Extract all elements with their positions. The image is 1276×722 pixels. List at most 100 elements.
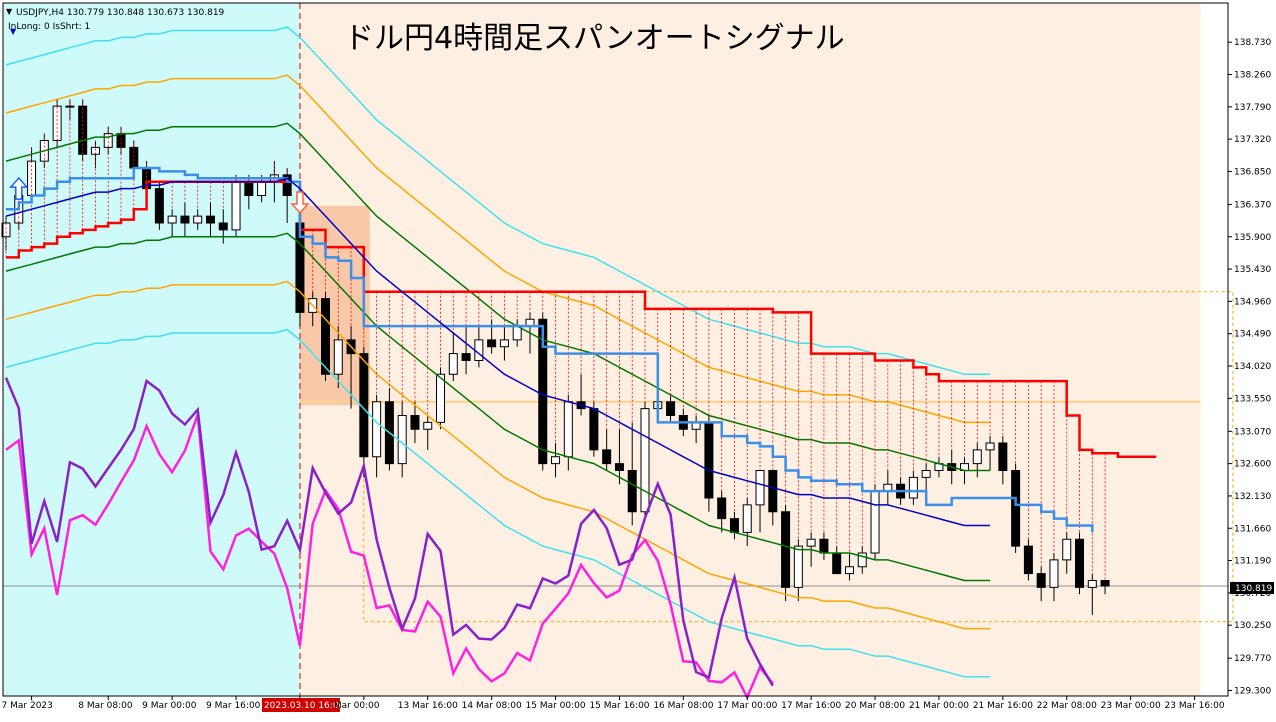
candle-bear bbox=[461, 353, 471, 361]
chart-title: ドル円4時間足スパンオートシグナル bbox=[344, 21, 845, 56]
x-tick-label: 13 Mar 16:00 bbox=[398, 701, 458, 711]
candle-bear bbox=[218, 222, 228, 231]
x-tick-label: 20 Mar 08:00 bbox=[845, 701, 905, 711]
y-tick-label: 137.790 bbox=[1234, 103, 1271, 113]
x-tick-label: 16 Mar 08:00 bbox=[653, 701, 713, 711]
y-tick-label: 130.250 bbox=[1234, 621, 1271, 631]
candle-bear bbox=[116, 133, 126, 148]
y-tick-label: 138.260 bbox=[1234, 71, 1271, 81]
candle-bull bbox=[921, 470, 931, 478]
candle-bull bbox=[857, 552, 867, 568]
candle-bear bbox=[487, 339, 497, 348]
pre-signal-background bbox=[3, 3, 300, 696]
bb-lower-3 bbox=[5, 328, 991, 678]
moving-average-line bbox=[5, 177, 991, 527]
y-tick-label: 133.070 bbox=[1234, 427, 1271, 437]
y-tick-label: 134.020 bbox=[1234, 362, 1271, 372]
candle-bear bbox=[321, 298, 330, 375]
y-tick-label: 131.660 bbox=[1234, 524, 1271, 534]
candle-bull bbox=[844, 566, 854, 575]
candle-bull bbox=[448, 353, 458, 375]
candle-bear bbox=[832, 552, 842, 575]
x-tick-label: 9 Mar 16:00 bbox=[206, 701, 261, 711]
candle-bear bbox=[78, 105, 88, 155]
x-tick-label: 7 Mar 2023 bbox=[2, 701, 53, 711]
candle-bull bbox=[193, 215, 203, 224]
bb-upper-2 bbox=[5, 74, 991, 424]
x-tick-label: 23 Mar 16:00 bbox=[1165, 701, 1225, 711]
post-signal-background bbox=[299, 3, 1201, 696]
x-tick-highlight bbox=[261, 698, 340, 712]
x-tick-label: 8 Mar 08:00 bbox=[78, 701, 133, 711]
y-tick-label: 132.600 bbox=[1234, 460, 1271, 470]
buy-arrow-icon bbox=[9, 176, 29, 200]
x-tick-label: 2023.03.10 16:00 bbox=[264, 701, 345, 711]
span-line bbox=[6, 180, 1157, 459]
indicator-lines bbox=[4, 26, 1157, 701]
candle-bull bbox=[397, 415, 407, 465]
x-tick-label: 22 Mar 08:00 bbox=[1037, 701, 1097, 711]
time-axis: 7 Mar 2023 8 Mar 08:00 9 Mar 00:00 9 Mar 16… bbox=[2, 696, 1225, 712]
candle-bear bbox=[244, 181, 254, 196]
candle-bull bbox=[167, 215, 177, 224]
candle-bull bbox=[499, 339, 509, 348]
y-tick-label: 132.130 bbox=[1234, 492, 1271, 502]
candle-bull bbox=[231, 181, 241, 231]
candle-bull bbox=[793, 545, 803, 588]
candle-bear bbox=[998, 442, 1008, 471]
candle-bull bbox=[436, 373, 446, 423]
bb-upper-3 bbox=[5, 26, 991, 376]
candle-bear bbox=[729, 518, 739, 533]
x-tick-label: 9 Mar 00:00 bbox=[142, 701, 197, 711]
candle-bull bbox=[1049, 559, 1059, 588]
y-tick-label: 129.770 bbox=[1234, 654, 1271, 664]
lagging-line-magenta bbox=[5, 414, 774, 701]
candle-bull bbox=[908, 476, 918, 499]
x-tick-label: 17 Mar 00:00 bbox=[717, 701, 777, 711]
sell-arrow-icon bbox=[290, 191, 310, 215]
x-tick-label: 21 Mar 00:00 bbox=[909, 701, 969, 711]
y-tick-label: 129.300 bbox=[1234, 687, 1271, 697]
y-tick-label: 138.730 bbox=[1234, 38, 1271, 48]
candle-bear bbox=[602, 449, 612, 465]
candle-bull bbox=[870, 490, 880, 554]
indicator-marker-icon: ▼ bbox=[10, 27, 17, 36]
x-tick-label: 15 Mar 16:00 bbox=[589, 701, 649, 711]
candle-bear bbox=[768, 470, 778, 513]
y-tick-label: 137.320 bbox=[1234, 135, 1271, 145]
signal-arrows bbox=[9, 176, 310, 215]
candle-bull bbox=[985, 442, 995, 451]
candle-bear bbox=[1011, 470, 1021, 547]
candle-bull bbox=[640, 408, 650, 513]
candle-bear bbox=[282, 174, 292, 196]
price-axis: 138.730 138.260 137.790 137.320 136.850 136.3… bbox=[1228, 38, 1271, 697]
candle-bear bbox=[614, 463, 624, 471]
y-tick-label: 136.370 bbox=[1234, 200, 1271, 210]
x-tick-label: 23 Mar 00:00 bbox=[1101, 701, 1161, 711]
candle-bull bbox=[551, 456, 561, 465]
candle-bear bbox=[205, 215, 215, 224]
candle-bear bbox=[627, 470, 637, 513]
indicator-header: InLong: 0 IsShrt: 1 bbox=[8, 22, 90, 32]
x-tick-label: 21 Mar 16:00 bbox=[973, 701, 1033, 711]
candle-bull bbox=[755, 470, 765, 506]
candle-bear bbox=[666, 401, 676, 416]
candle-bear bbox=[819, 538, 829, 554]
y-tick-label: 133.550 bbox=[1234, 394, 1271, 404]
symbol-header: USDJPY,H4 130.779 130.848 130.673 130.81… bbox=[16, 8, 225, 18]
candle-bear bbox=[180, 215, 190, 224]
x-tick-label: 15 Mar 00:00 bbox=[526, 701, 586, 711]
candle-bear bbox=[589, 408, 599, 451]
candle-bear bbox=[1075, 538, 1085, 588]
plot-frame bbox=[2, 2, 1229, 697]
candle-bear bbox=[410, 415, 420, 430]
kijun-line bbox=[6, 166, 1094, 533]
y-tick-label: 134.960 bbox=[1234, 297, 1271, 307]
candle-bear bbox=[704, 421, 714, 499]
candle-bull bbox=[372, 401, 382, 458]
candle-bull bbox=[1087, 580, 1097, 588]
x-tick-label: 17 Mar 16:00 bbox=[781, 701, 841, 711]
y-tick-label: 135.900 bbox=[1234, 233, 1271, 243]
candle-bull bbox=[65, 105, 75, 108]
